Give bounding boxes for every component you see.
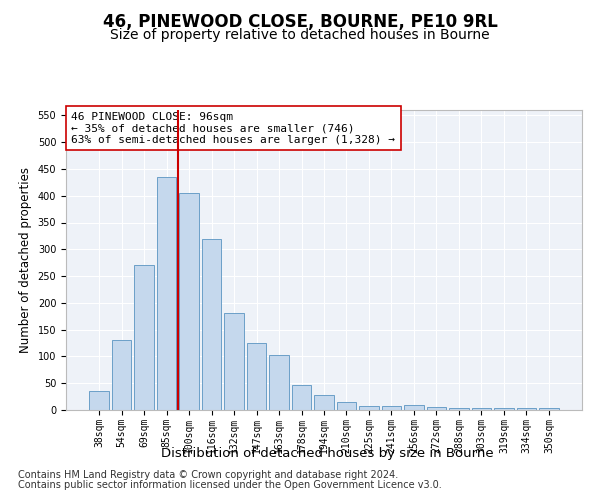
Y-axis label: Number of detached properties: Number of detached properties: [19, 167, 32, 353]
Bar: [224, 312, 244, 410]
Bar: [359, 406, 379, 410]
Text: Contains HM Land Registry data © Crown copyright and database right 2024.: Contains HM Land Registry data © Crown c…: [18, 470, 398, 480]
Text: Distribution of detached houses by size in Bourne: Distribution of detached houses by size …: [161, 448, 493, 460]
Text: Size of property relative to detached houses in Bourne: Size of property relative to detached ho…: [110, 28, 490, 42]
Bar: [472, 408, 491, 410]
Bar: [247, 343, 266, 410]
Bar: [494, 408, 514, 410]
Bar: [427, 408, 446, 410]
Bar: [314, 395, 334, 410]
Bar: [157, 177, 176, 410]
Text: 46, PINEWOOD CLOSE, BOURNE, PE10 9RL: 46, PINEWOOD CLOSE, BOURNE, PE10 9RL: [103, 12, 497, 30]
Text: Contains public sector information licensed under the Open Government Licence v3: Contains public sector information licen…: [18, 480, 442, 490]
Bar: [269, 355, 289, 410]
Bar: [112, 340, 131, 410]
Bar: [517, 408, 536, 410]
Bar: [449, 408, 469, 410]
Bar: [292, 386, 311, 410]
Bar: [539, 408, 559, 410]
Bar: [179, 193, 199, 410]
Bar: [89, 391, 109, 410]
Bar: [202, 238, 221, 410]
Bar: [382, 406, 401, 410]
Text: 46 PINEWOOD CLOSE: 96sqm
← 35% of detached houses are smaller (746)
63% of semi-: 46 PINEWOOD CLOSE: 96sqm ← 35% of detach…: [71, 112, 395, 144]
Bar: [134, 266, 154, 410]
Bar: [337, 402, 356, 410]
Bar: [404, 404, 424, 410]
